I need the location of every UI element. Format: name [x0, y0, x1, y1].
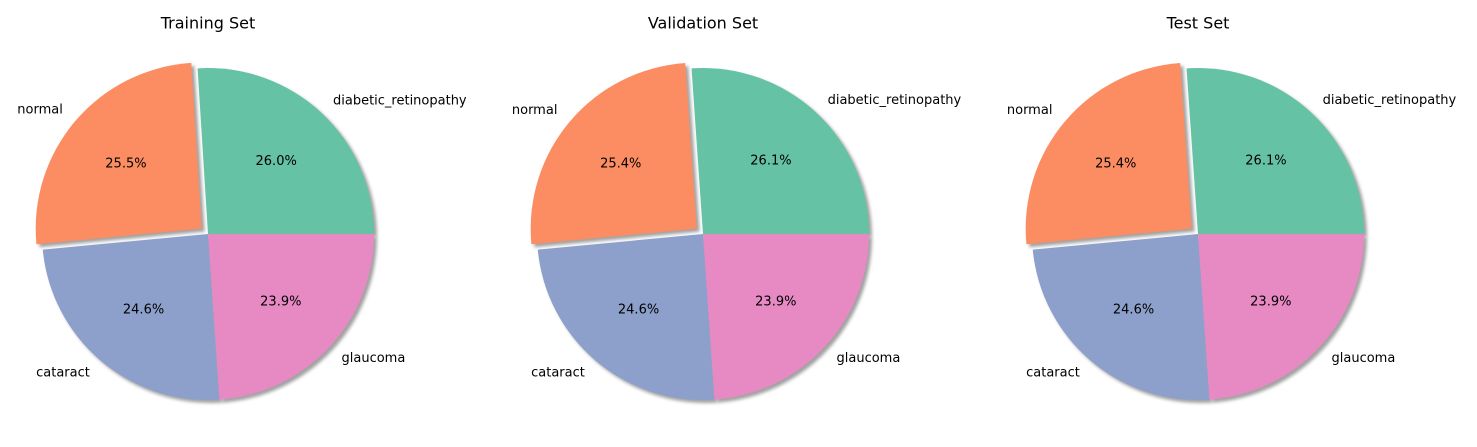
pie-category-label: cataract — [1026, 366, 1080, 381]
pie-category-label: cataract — [36, 366, 90, 381]
pie-slice-normal[interactable] — [530, 63, 697, 245]
pie-category-label: glaucoma — [342, 351, 406, 366]
pie-percent-label: 23.9% — [755, 294, 796, 309]
pie-slice-glaucoma[interactable] — [208, 234, 374, 400]
pie-slice-cataract[interactable] — [537, 234, 715, 401]
pie-slice-diabetic-retinopathy[interactable] — [691, 67, 869, 234]
pie-percent-label: 25.4% — [600, 157, 641, 172]
pie-category-label: diabetic_retinopathy — [1323, 93, 1457, 108]
pie-percent-label: 25.4% — [1095, 157, 1136, 172]
pie-slice-diabetic-retinopathy[interactable] — [197, 67, 374, 234]
pie-percent-label: 26.1% — [750, 154, 791, 169]
pie-percent-label: 24.6% — [1113, 302, 1154, 317]
pie-slice-glaucoma[interactable] — [703, 234, 869, 400]
pie-percent-label: 26.1% — [1245, 154, 1286, 169]
chart-title: Validation Set — [648, 14, 758, 33]
pie-percent-label: 23.9% — [1250, 294, 1291, 309]
pie-slice-normal[interactable] — [35, 62, 202, 245]
pie-percent-label: 25.5% — [105, 156, 146, 171]
pie-chart-1: Validation Set 26.1% 25.4% 24.6% 23.9% diabet… — [512, 14, 962, 403]
pie-category-label: normal — [1007, 103, 1053, 118]
pie-percent-label: 24.6% — [618, 302, 659, 317]
pie-slice-diabetic-retinopathy[interactable] — [1186, 67, 1364, 234]
pie-category-label: diabetic_retinopathy — [828, 93, 962, 108]
pie-category-label: normal — [17, 103, 63, 118]
pie-slice-cataract[interactable] — [42, 234, 220, 400]
pie-percent-label: 24.6% — [123, 302, 164, 317]
pie-slice-cataract[interactable] — [1032, 234, 1210, 400]
pie-slice-glaucoma[interactable] — [1198, 234, 1364, 400]
pie-percent-label: 23.9% — [260, 294, 301, 309]
pie-category-label: cataract — [531, 366, 585, 381]
pie-chart-0: Training Set 26.0% 25.5% 24.6% 23.9% diabetic… — [17, 14, 467, 403]
chart-title: Test Set — [1166, 14, 1230, 33]
pie-category-label: normal — [512, 103, 558, 118]
pie-chart-2: Test Set 26.1% 25.4% 24.6% 23.9% diabetic_ret… — [1007, 14, 1457, 403]
pie-category-label: glaucoma — [1332, 351, 1396, 366]
pie-category-label: glaucoma — [837, 351, 901, 366]
pie-category-label: diabetic_retinopathy — [333, 93, 467, 108]
pie-percent-label: 26.0% — [256, 154, 297, 169]
pie-slice-normal[interactable] — [1025, 63, 1192, 245]
chart-title: Training Set — [160, 14, 256, 33]
